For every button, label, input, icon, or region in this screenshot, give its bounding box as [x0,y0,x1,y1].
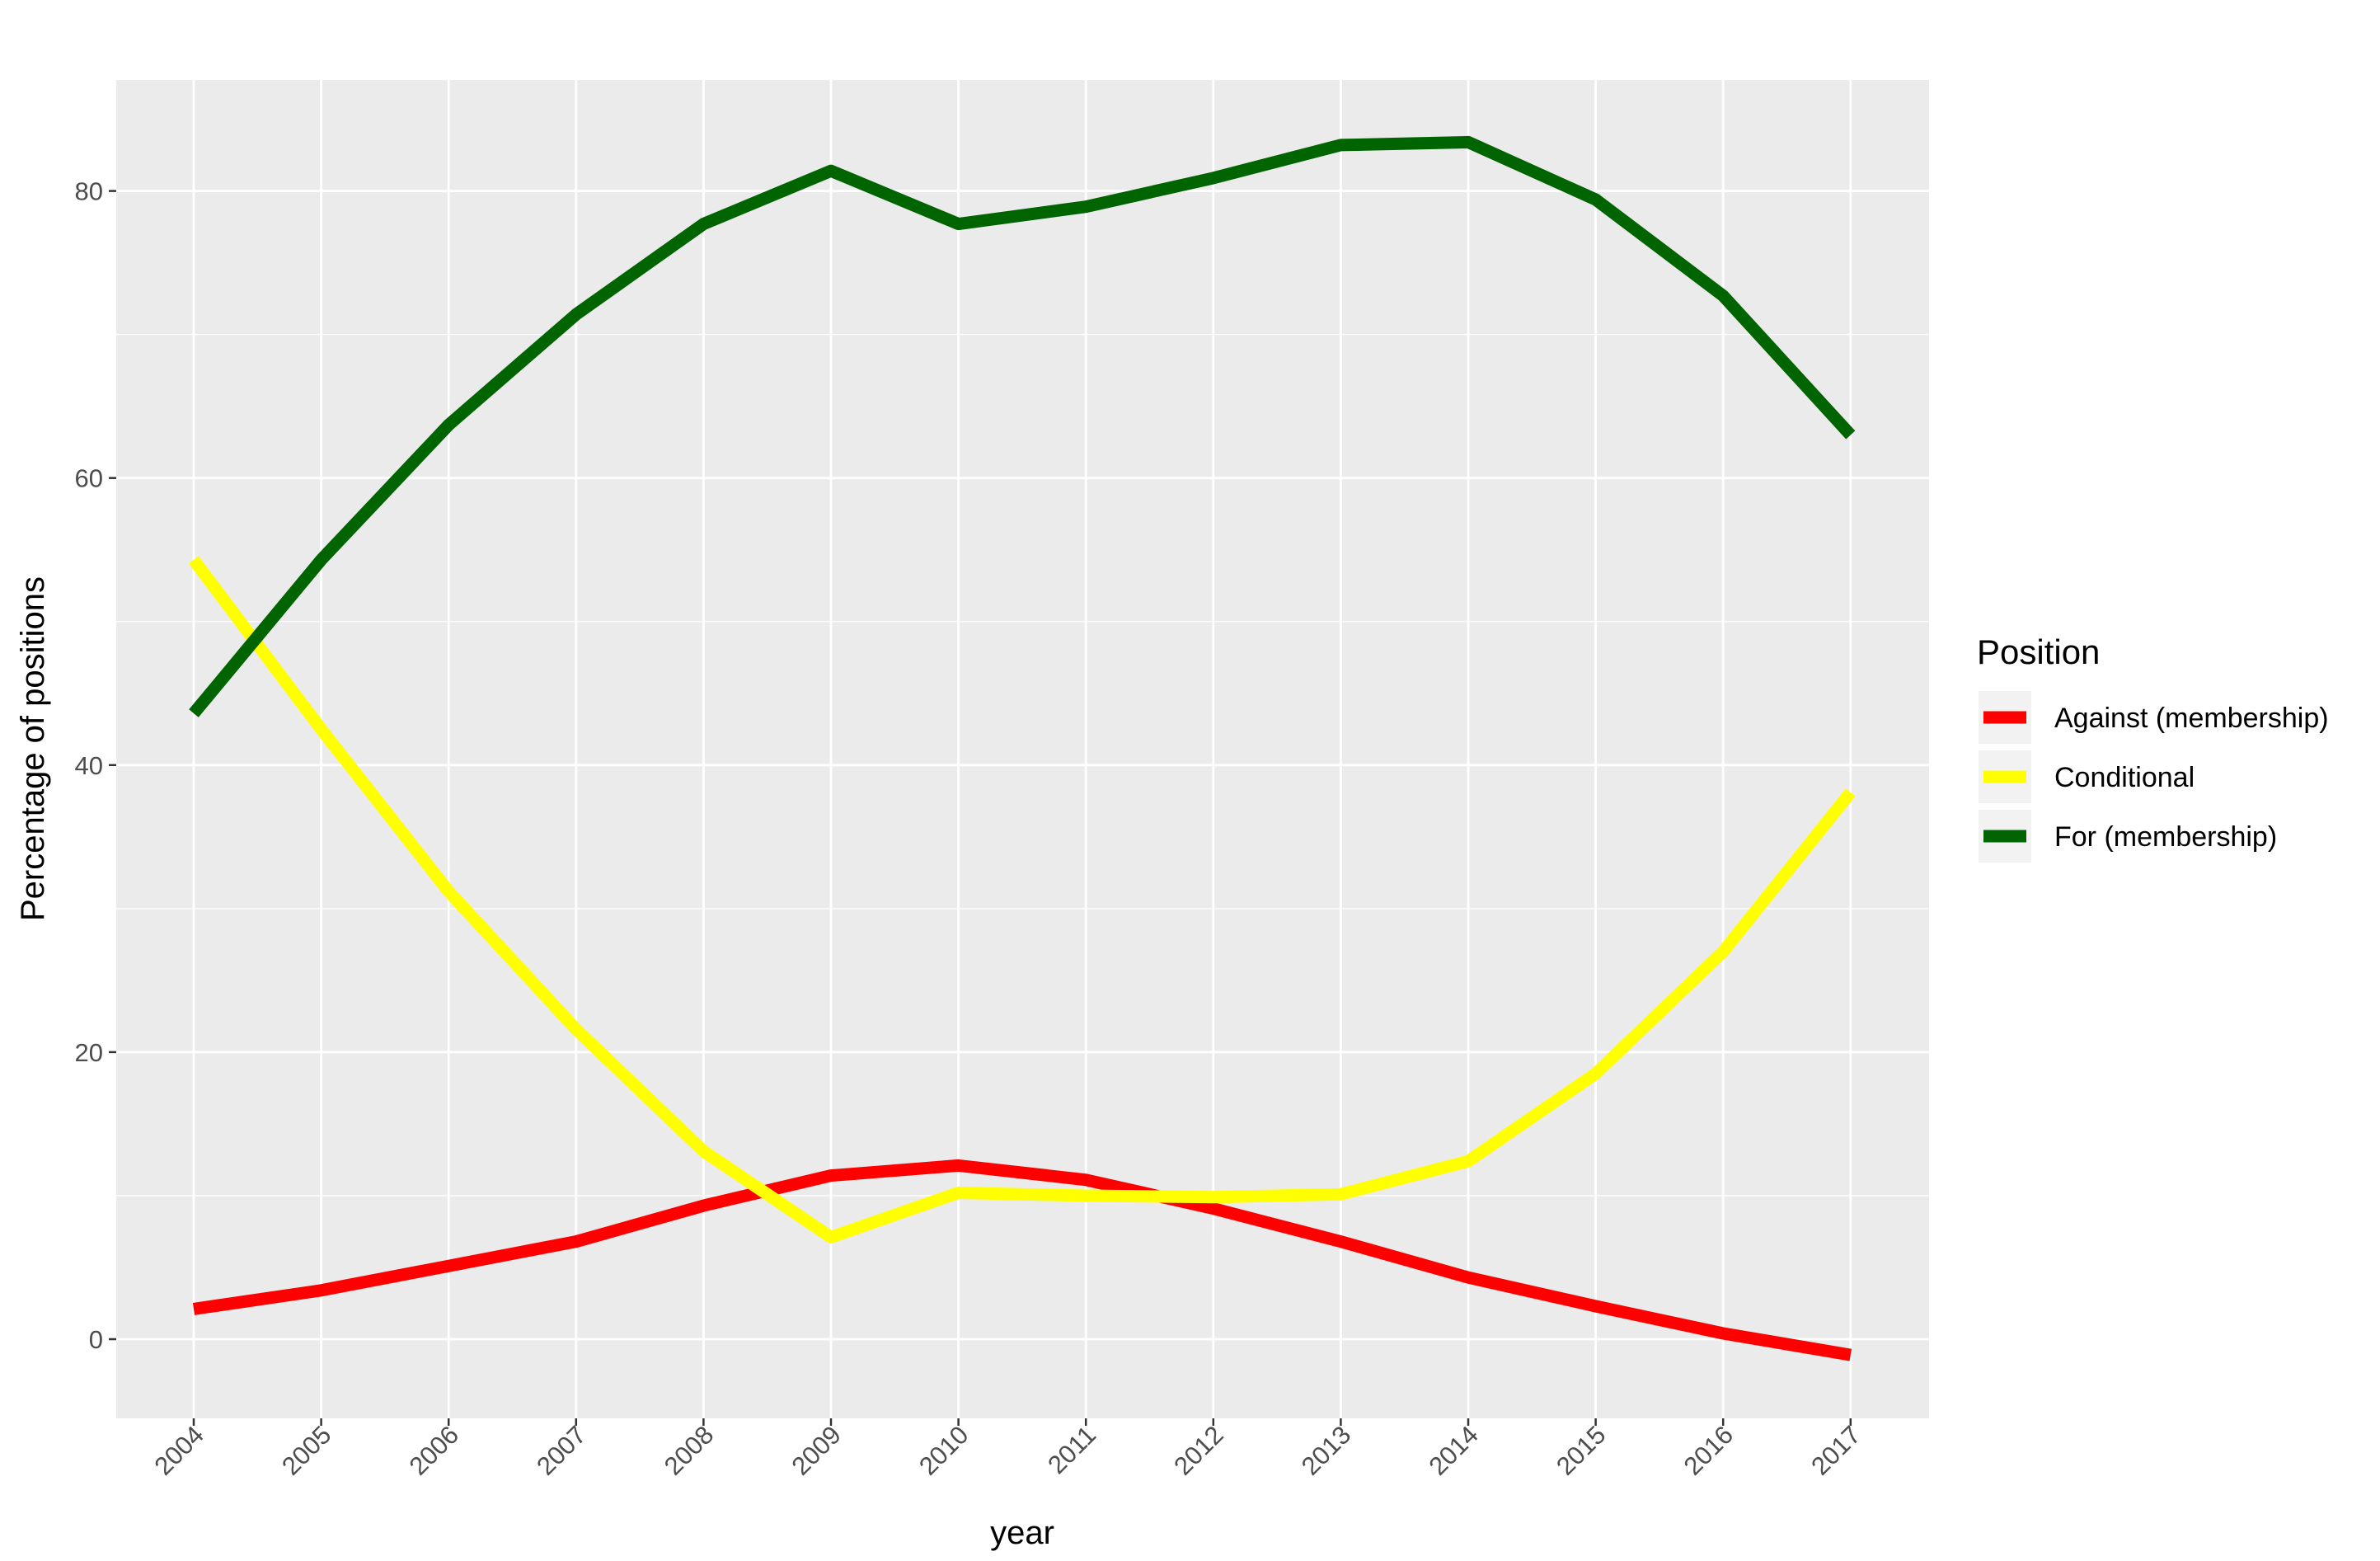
x-tick-label: 2009 [786,1420,847,1481]
x-tick-label: 2014 [1423,1420,1484,1481]
x-tick-label: 2013 [1296,1420,1357,1481]
x-tick-label: 2008 [659,1420,720,1481]
legend-label: For (membership) [2054,821,2277,853]
x-tick-label: 2012 [1168,1420,1229,1481]
legend: Position Against (membership) Conditional… [1977,632,2329,863]
y-axis-ticks: 0 20 40 60 80 [75,177,116,1354]
series-line [189,135,1856,717]
x-tick-label: 2011 [1042,1420,1101,1479]
y-axis-title: Percentage of positions [15,576,51,921]
legend-label: Against (membership) [2054,703,2329,734]
x-tick-label: 2005 [276,1420,337,1481]
x-axis-title: year [990,1515,1054,1551]
series-line [189,556,1856,1244]
panel-background [116,80,1929,1418]
x-tick-label: 2015 [1551,1420,1612,1481]
series-line [192,1159,1852,1361]
y-tick-label: 60 [75,464,103,493]
y-tick-label: 20 [75,1038,103,1067]
legend-title: Position [1977,632,2100,671]
x-tick-label: 2006 [404,1420,465,1481]
major-gridlines [116,80,1929,1418]
x-tick-label: 2017 [1805,1420,1866,1481]
series-lines [189,135,1856,1361]
x-tick-label: 2010 [913,1420,974,1481]
y-tick-label: 0 [89,1325,103,1354]
x-tick-label: 2016 [1678,1420,1739,1481]
y-tick-label: 80 [75,177,103,206]
x-axis-ticks: 2004 2005 2006 2007 2008 2009 2010 2011 2012 2013… [148,1418,1866,1481]
x-tick-label: 2004 [148,1420,209,1481]
y-tick-label: 40 [75,751,103,780]
x-tick-label: 2007 [531,1420,592,1481]
legend-label: Conditional [2054,762,2195,793]
legend-items: Against (membership) Conditional For (memb… [1979,691,2329,863]
